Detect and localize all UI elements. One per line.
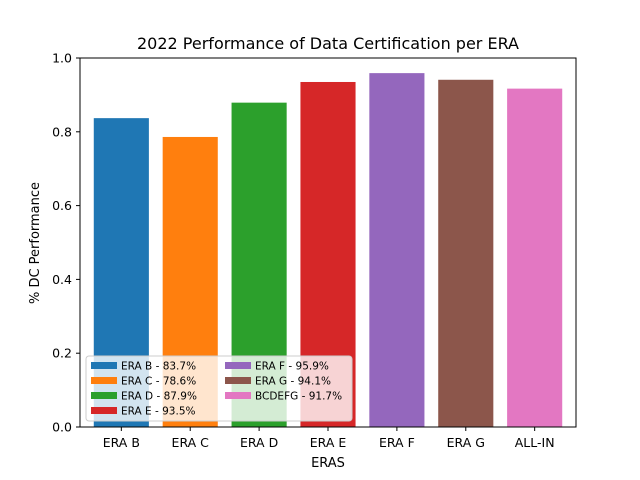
legend-swatch [225, 377, 251, 384]
y-axis-label: % DC Performance [28, 182, 43, 304]
chart-title: 2022 Performance of Data Certification p… [137, 34, 519, 53]
x-tick-label: ERA C [172, 435, 210, 450]
y-tick-label: 0.0 [52, 420, 72, 435]
legend-entry: ERA C - 78.6% [121, 376, 196, 388]
legend-entry: ERA F - 95.9% [255, 361, 329, 373]
x-tick-label: ERA B [103, 435, 140, 450]
x-tick-label: ERA G [447, 435, 485, 450]
legend-swatch [91, 392, 117, 399]
bar [438, 79, 494, 428]
x-tick-label: ALL-IN [515, 435, 555, 450]
y-tick-label: 0.8 [52, 124, 72, 139]
legend-swatch [91, 407, 117, 414]
bar [369, 73, 425, 427]
y-tick-label: 0.6 [52, 198, 72, 213]
legend-swatch [91, 377, 117, 384]
y-tick-label: 0.2 [52, 346, 72, 361]
legend-entry: ERA E - 93.5% [121, 406, 196, 418]
legend-entry: ERA G - 94.1% [255, 376, 331, 388]
x-tick-label: ERA F [379, 435, 415, 450]
bar [507, 88, 563, 427]
legend-box [85, 355, 353, 422]
legend-swatch [225, 392, 251, 399]
legend-entry: ERA D - 87.9% [121, 391, 197, 403]
legend-entry: ERA B - 83.7% [121, 361, 196, 373]
x-tick-label: ERA D [240, 435, 278, 450]
y-tick-label: 0.4 [52, 272, 72, 287]
legend-swatch [225, 362, 251, 369]
x-axis-label: ERAS [311, 456, 345, 471]
x-tick-label: ERA E [310, 435, 347, 450]
y-tick-label: 1.0 [52, 51, 72, 66]
legend-entry: BCDEFG - 91.7% [255, 391, 342, 403]
legend-swatch [91, 362, 117, 369]
